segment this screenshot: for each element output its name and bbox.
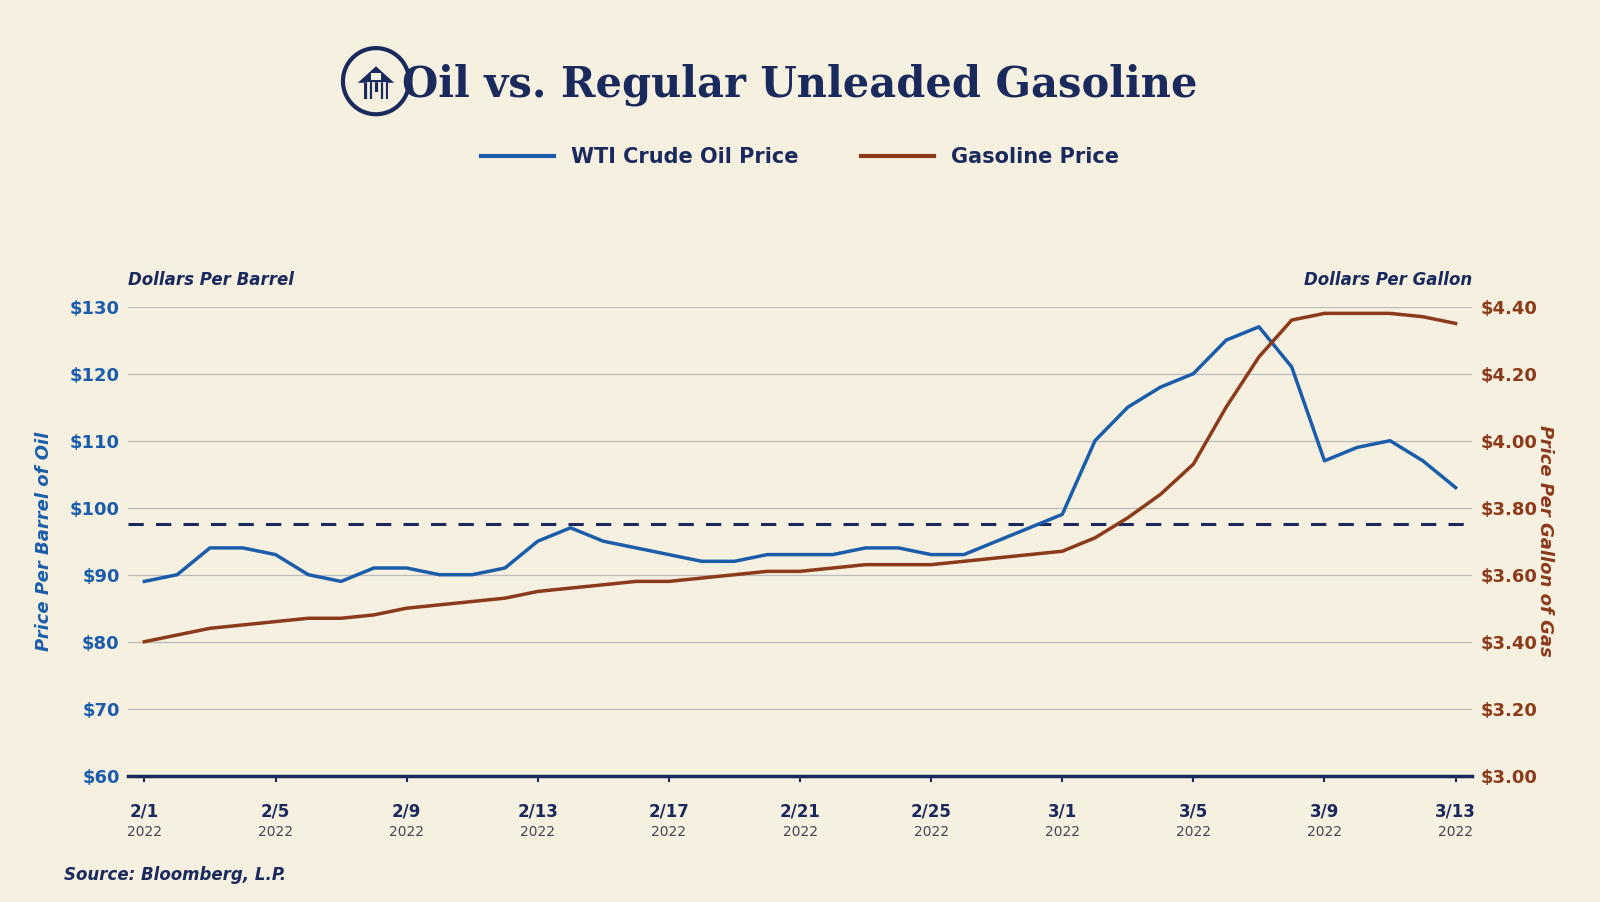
Text: 2/13: 2/13 (517, 803, 558, 821)
Text: 2022: 2022 (1045, 825, 1080, 840)
Text: 2/9: 2/9 (392, 803, 421, 821)
Text: Oil vs. Regular Unleaded Gasoline: Oil vs. Regular Unleaded Gasoline (402, 63, 1198, 106)
Text: 2022: 2022 (1307, 825, 1342, 840)
Bar (365, 83, 387, 99)
Y-axis label: Price Per Gallon of Gas: Price Per Gallon of Gas (1536, 426, 1554, 657)
Text: 2022: 2022 (126, 825, 162, 840)
Polygon shape (358, 67, 394, 83)
Text: 2/1: 2/1 (130, 803, 158, 821)
Legend: WTI Crude Oil Price, Gasoline Price: WTI Crude Oil Price, Gasoline Price (474, 139, 1126, 176)
Text: 2/21: 2/21 (779, 803, 821, 821)
Text: 2022: 2022 (651, 825, 686, 840)
Text: 2/17: 2/17 (648, 803, 690, 821)
Bar (371, 73, 381, 79)
Text: 2/5: 2/5 (261, 803, 290, 821)
Text: 3/9: 3/9 (1310, 803, 1339, 821)
Text: 2022: 2022 (389, 825, 424, 840)
Text: 3/1: 3/1 (1048, 803, 1077, 821)
Text: 2022: 2022 (1176, 825, 1211, 840)
Text: 2/25: 2/25 (910, 803, 952, 821)
Bar (373, 92, 379, 99)
Text: Dollars Per Barrel: Dollars Per Barrel (128, 271, 294, 289)
Text: 2022: 2022 (914, 825, 949, 840)
Text: 2022: 2022 (258, 825, 293, 840)
Text: 2022: 2022 (520, 825, 555, 840)
Text: 2022: 2022 (782, 825, 818, 840)
Text: 3/5: 3/5 (1179, 803, 1208, 821)
Text: Dollars Per Gallon: Dollars Per Gallon (1304, 271, 1472, 289)
Text: Source: Bloomberg, L.P.: Source: Bloomberg, L.P. (64, 866, 286, 884)
Y-axis label: Price Per Barrel of Oil: Price Per Barrel of Oil (35, 431, 53, 651)
Text: 2022: 2022 (1438, 825, 1474, 840)
Text: 3/13: 3/13 (1435, 803, 1477, 821)
